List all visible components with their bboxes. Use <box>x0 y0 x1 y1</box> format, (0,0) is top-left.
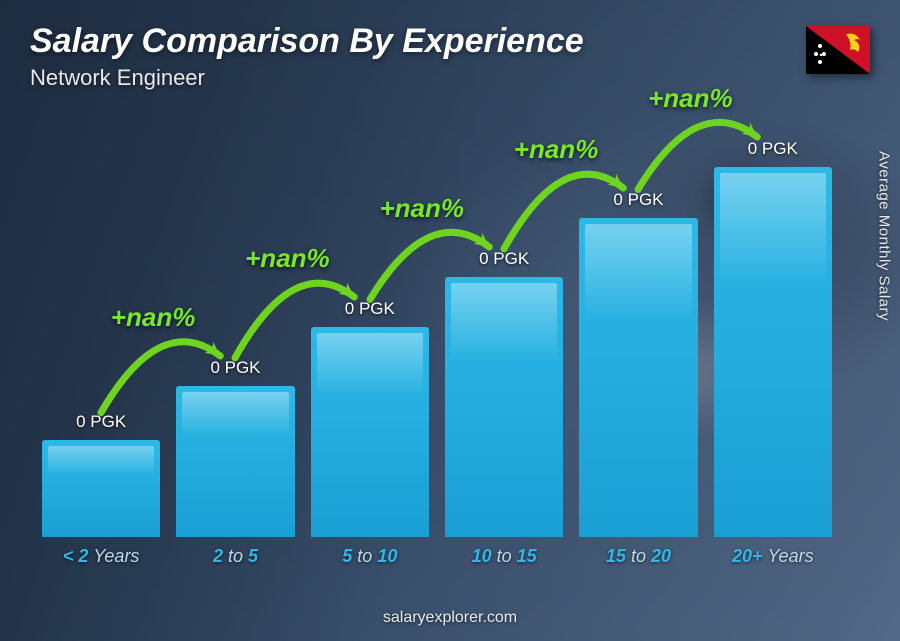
bar-category-label: < 2 Years <box>63 546 140 567</box>
bar-wrap: 0 PGK5 to 10 <box>311 299 429 537</box>
bar-value-label: 0 PGK <box>345 299 395 319</box>
bar-value-label: 0 PGK <box>76 412 126 432</box>
bar <box>311 327 429 537</box>
bar-wrap: 0 PGK15 to 20 <box>579 190 697 537</box>
bar-value-label: 0 PGK <box>748 139 798 159</box>
bar <box>579 218 697 537</box>
bar <box>714 167 832 537</box>
bar-wrap: 0 PGK< 2 Years <box>42 412 160 537</box>
country-flag-icon <box>806 26 870 74</box>
bar-wrap: 0 PGK2 to 5 <box>176 358 294 537</box>
bar-value-label: 0 PGK <box>210 358 260 378</box>
bar-category-label: 15 to 20 <box>606 546 671 567</box>
bar <box>176 386 294 537</box>
bar-wrap: 0 PGK10 to 15 <box>445 249 563 537</box>
bar <box>42 440 160 537</box>
bar-value-label: 0 PGK <box>479 249 529 269</box>
header: Salary Comparison By Experience Network … <box>30 22 870 91</box>
y-axis-label: Average Monthly Salary <box>876 151 893 321</box>
bar-category-label: 2 to 5 <box>213 546 258 567</box>
bar-category-label: 5 to 10 <box>342 546 397 567</box>
bar-category-label: 20+ Years <box>732 546 814 567</box>
salary-bar-chart: 0 PGK< 2 Years0 PGK2 to 50 PGK5 to 100 P… <box>42 120 832 567</box>
page-subtitle: Network Engineer <box>30 65 870 91</box>
bar-wrap: 0 PGK20+ Years <box>714 139 832 537</box>
bar <box>445 277 563 537</box>
footer-site: salaryexplorer.com <box>0 609 900 627</box>
bar-category-label: 10 to 15 <box>472 546 537 567</box>
page-title: Salary Comparison By Experience <box>30 22 870 61</box>
bar-value-label: 0 PGK <box>613 190 663 210</box>
